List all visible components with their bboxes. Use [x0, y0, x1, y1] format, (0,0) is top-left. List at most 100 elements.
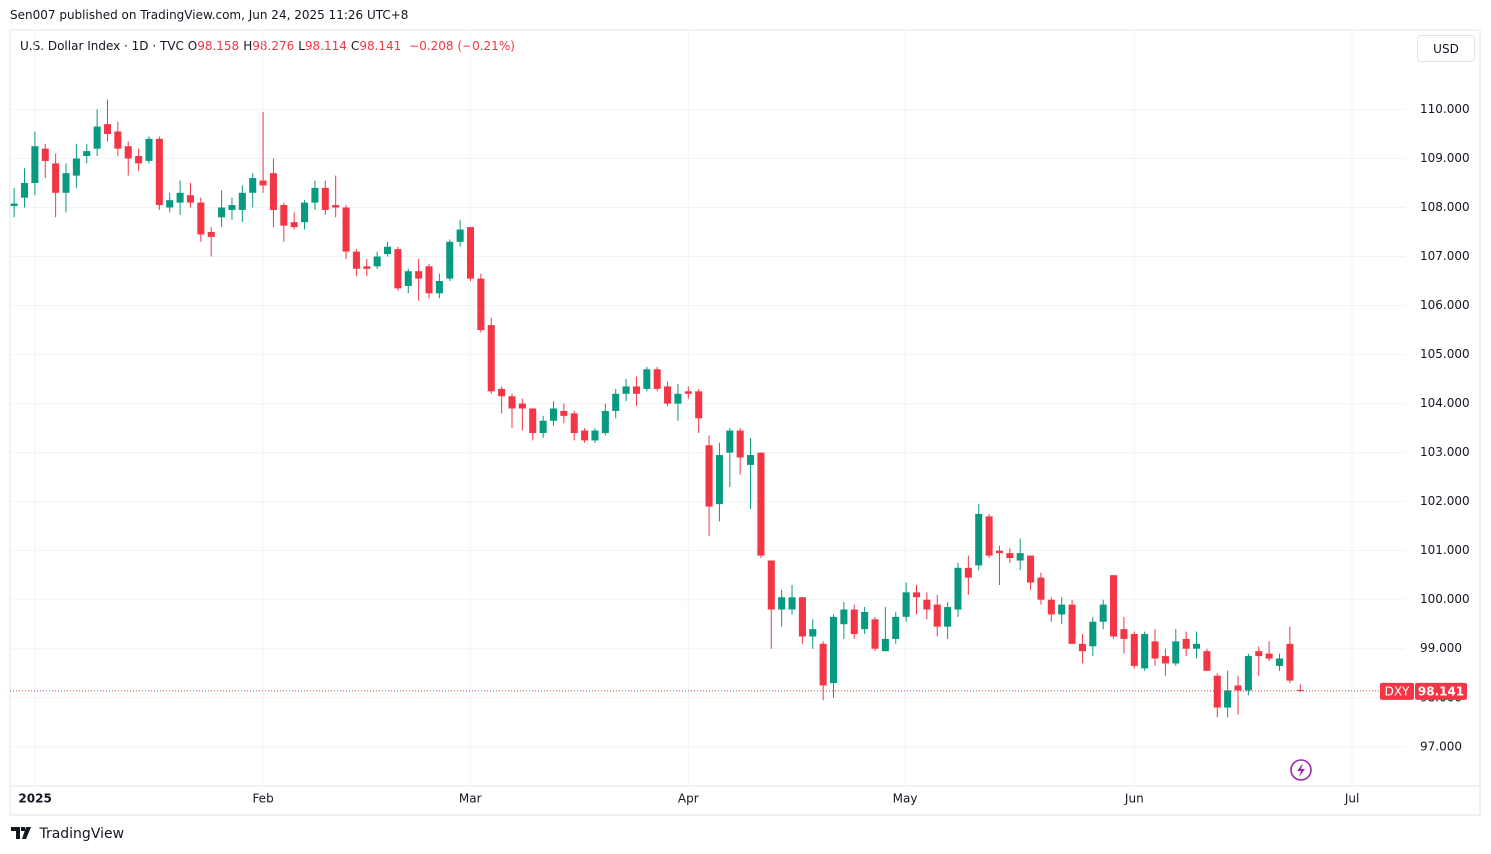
- candle-body: [342, 207, 350, 252]
- candle-body: [508, 396, 516, 409]
- candle-body: [301, 202, 309, 223]
- price-tag-label: 98.141: [1418, 684, 1464, 698]
- candle-body: [1234, 685, 1242, 691]
- candle-body: [1275, 658, 1284, 666]
- candle-body: [601, 410, 609, 434]
- candle-body: [954, 567, 962, 610]
- candle-body: [549, 408, 558, 421]
- x-tick-label: May: [893, 792, 918, 806]
- candle-body: [1047, 599, 1055, 615]
- ohlc-value: 98.141: [359, 39, 402, 53]
- candle-body: [166, 200, 174, 208]
- candle-body: [881, 638, 889, 652]
- candle-body: [944, 607, 952, 627]
- candle-body: [20, 182, 29, 198]
- candle-body: [352, 251, 360, 269]
- candle-body: [384, 246, 392, 255]
- y-tick-label: 104.000: [1420, 396, 1470, 410]
- candle-body: [622, 386, 630, 394]
- ohlc-key: C: [350, 39, 360, 53]
- candle-body: [1130, 634, 1138, 666]
- candle-body: [363, 266, 371, 269]
- candle-body: [643, 369, 651, 389]
- y-tick-label: 100.000: [1420, 592, 1470, 606]
- candle-body: [259, 180, 267, 186]
- candle-body: [850, 609, 858, 635]
- candle-body: [1193, 643, 1201, 649]
- x-tick-label: Jul: [1344, 792, 1359, 806]
- candle-body: [570, 413, 578, 434]
- candle-body: [1172, 641, 1180, 664]
- ohlc-value: 98.114: [304, 39, 347, 53]
- candle-body: [145, 138, 153, 161]
- y-tick-label: 97.000: [1420, 739, 1462, 753]
- price-tag: [1415, 682, 1467, 700]
- candle-body: [715, 455, 723, 505]
- candle-body: [1265, 653, 1273, 659]
- candle-body: [1037, 577, 1045, 600]
- candle-body: [1027, 555, 1035, 583]
- candle-body: [41, 148, 49, 161]
- candle-body: [62, 173, 70, 193]
- candle-body: [767, 560, 775, 610]
- ohlc-key: O: [187, 39, 198, 53]
- candle-body: [311, 187, 319, 203]
- candle-body: [394, 249, 402, 289]
- ohlc-key: H: [243, 39, 253, 53]
- candle-body: [529, 408, 537, 434]
- symbol-title: U.S. Dollar Index · 1D · TVC: [20, 39, 184, 53]
- candle-body: [560, 410, 568, 416]
- candle-body: [778, 597, 786, 610]
- candle-body: [1110, 575, 1118, 637]
- candle-body: [124, 146, 132, 159]
- candle-body: [1058, 604, 1066, 615]
- candle-body: [72, 158, 80, 176]
- candle-body: [103, 124, 112, 134]
- x-tick-label: Apr: [678, 792, 699, 806]
- brand-logo: [11, 827, 31, 839]
- candle-body: [788, 597, 796, 610]
- candle-body: [321, 187, 329, 210]
- candle-body: [228, 205, 236, 210]
- candle-body: [902, 592, 910, 617]
- candle-body: [280, 205, 288, 226]
- x-tick-label: Feb: [252, 792, 273, 806]
- candle-body: [446, 241, 454, 279]
- candle-body: [269, 173, 277, 210]
- candle-body: [176, 192, 184, 203]
- candle-body: [477, 278, 485, 331]
- candle-body: [487, 325, 495, 392]
- candle-body: [1078, 643, 1086, 652]
- lightning-icon[interactable]: [1290, 759, 1312, 781]
- candle-body: [912, 592, 921, 598]
- candle-body: [705, 445, 713, 507]
- candle-body: [747, 455, 755, 465]
- candle-body: [52, 163, 60, 193]
- x-tick-label: 2025: [18, 792, 51, 806]
- y-tick-label: 101.000: [1420, 543, 1470, 557]
- candle-body: [726, 430, 734, 453]
- candle-body: [135, 156, 143, 164]
- candle-body: [892, 616, 900, 639]
- candle-body: [975, 513, 983, 566]
- y-tick-label: 108.000: [1420, 200, 1470, 214]
- candle-body: [238, 192, 246, 210]
- symbol-tag-label: DXY: [1385, 684, 1410, 698]
- candle-body: [1151, 641, 1159, 659]
- candle-body: [674, 393, 682, 404]
- candle-body: [207, 232, 215, 237]
- candle-body: [539, 420, 547, 434]
- currency-button[interactable]: USD: [1417, 35, 1475, 62]
- candle-body: [664, 386, 672, 404]
- candle-body: [612, 393, 620, 411]
- candle-body: [736, 430, 744, 458]
- x-tick-label: Jun: [1124, 792, 1144, 806]
- candle-body: [83, 151, 91, 157]
- x-tick-label: Mar: [459, 792, 482, 806]
- y-tick-label: 110.000: [1420, 102, 1470, 116]
- candle-body: [995, 550, 1003, 554]
- y-tick-label: 106.000: [1420, 298, 1470, 312]
- candle-body: [871, 619, 879, 649]
